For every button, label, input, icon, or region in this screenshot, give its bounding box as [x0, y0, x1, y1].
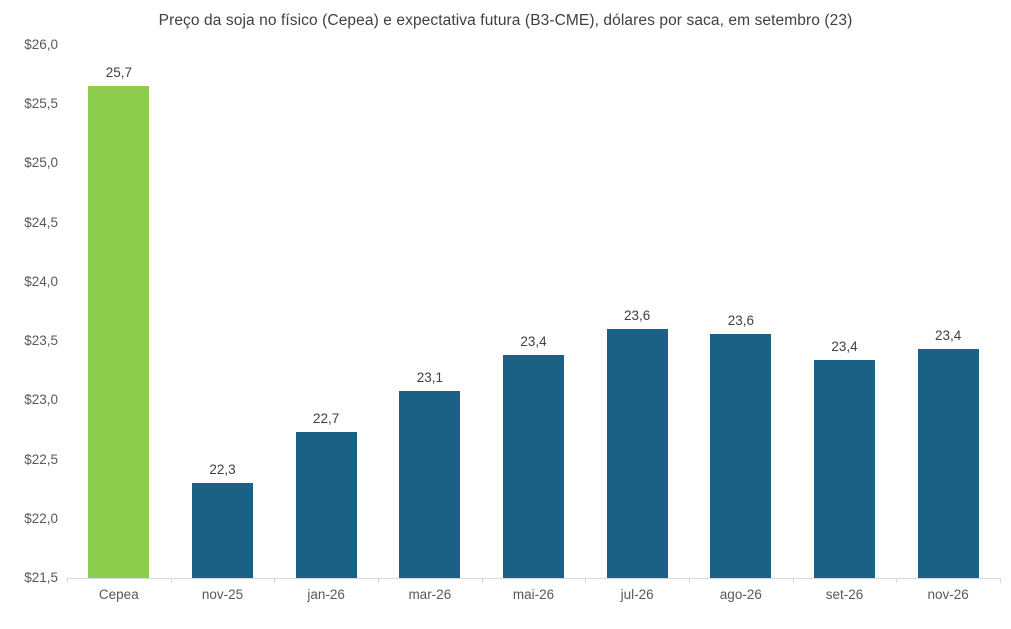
x-axis-tick-mark [378, 578, 379, 583]
bar-mar-26 [399, 390, 461, 578]
bar-value-label: 23,4 [831, 339, 858, 355]
bar-value-label: 23,6 [727, 313, 754, 328]
x-axis-tick-mark [1000, 578, 1001, 583]
bar-nov-25 [192, 483, 253, 578]
bar-mai-26 [503, 355, 564, 578]
bar-value-label: 23,4 [935, 328, 962, 344]
y-axis-tick-label: $21,5 [24, 570, 58, 585]
x-axis-category-label: ago-26 [719, 587, 762, 602]
x-axis-line [67, 578, 1000, 579]
bar-ago-26 [710, 334, 772, 578]
x-axis-category-label: Cepea [98, 587, 139, 602]
bar-value-label: 23,4 [520, 334, 547, 350]
bar-value-label: 23,1 [416, 369, 443, 385]
bar-jan-26 [295, 432, 357, 578]
x-axis-tick-mark [689, 578, 690, 583]
bar-value-label: 22,3 [209, 462, 236, 478]
x-axis-category-label: jul-26 [620, 587, 654, 602]
bar-cepea [88, 86, 150, 578]
y-axis-tick-label: $24,0 [24, 273, 58, 289]
x-axis-category-label: nov-25 [201, 587, 244, 602]
x-axis-tick-mark [896, 578, 898, 583]
y-axis-tick-label: $25,0 [24, 155, 58, 171]
x-axis-tick-mark [481, 578, 483, 583]
x-axis-category-label: mai-26 [512, 587, 555, 602]
bar-value-label: 25,7 [105, 65, 132, 81]
y-axis-tick-label: $26,0 [24, 37, 58, 52]
bar-jul-26 [606, 329, 668, 578]
x-axis-tick-mark [67, 578, 68, 583]
bar-value-label: 22,7 [313, 411, 340, 427]
chart-title: Preço da soja no físico (Cepea) e expect… [158, 12, 853, 29]
y-axis-tick-label: $23,5 [24, 333, 58, 349]
y-axis-tick-label: $23,0 [24, 392, 58, 408]
bar-nov-26 [917, 349, 979, 578]
y-axis-tick-label: $22,5 [24, 451, 58, 467]
x-axis-tick-mark [170, 578, 172, 583]
x-axis-category-label: jan-26 [307, 587, 345, 602]
x-axis-tick-mark [585, 578, 587, 583]
x-axis-category-label: mar-26 [408, 587, 452, 602]
bar-value-label: 23,6 [624, 308, 651, 324]
x-axis-tick-mark [792, 578, 794, 583]
y-axis-tick-label: $22,0 [24, 510, 58, 526]
y-axis-tick-label: $24,5 [24, 214, 58, 230]
bar-set-26 [814, 360, 875, 578]
x-axis-category-label: nov-26 [927, 587, 969, 602]
x-axis-tick-mark [274, 578, 276, 583]
x-axis-category-label: set-26 [825, 587, 864, 602]
y-axis-tick-label: $25,5 [24, 96, 58, 112]
